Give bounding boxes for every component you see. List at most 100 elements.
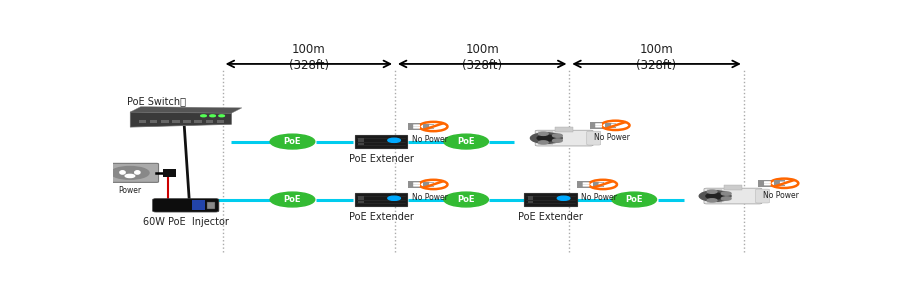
FancyBboxPatch shape xyxy=(759,180,777,187)
Polygon shape xyxy=(130,107,242,113)
FancyBboxPatch shape xyxy=(423,124,435,129)
Text: PoE Extender: PoE Extender xyxy=(348,212,413,222)
FancyBboxPatch shape xyxy=(587,131,601,145)
Text: 100m
(328ft): 100m (328ft) xyxy=(289,43,328,72)
FancyBboxPatch shape xyxy=(764,181,771,183)
Circle shape xyxy=(553,139,562,142)
Text: PoE: PoE xyxy=(284,195,302,204)
Circle shape xyxy=(530,133,562,143)
FancyBboxPatch shape xyxy=(611,125,616,127)
Circle shape xyxy=(125,174,135,178)
Text: 60W PoE  Injector: 60W PoE Injector xyxy=(143,217,229,227)
FancyBboxPatch shape xyxy=(413,124,420,126)
Text: PoE Switch：: PoE Switch： xyxy=(127,96,185,106)
Circle shape xyxy=(210,115,215,117)
FancyBboxPatch shape xyxy=(538,131,554,145)
FancyBboxPatch shape xyxy=(598,183,604,185)
Text: PoE: PoE xyxy=(284,137,302,146)
Circle shape xyxy=(589,180,617,189)
FancyBboxPatch shape xyxy=(724,185,742,190)
Circle shape xyxy=(770,178,798,188)
Circle shape xyxy=(538,132,548,135)
FancyBboxPatch shape xyxy=(764,183,771,185)
FancyBboxPatch shape xyxy=(706,189,722,203)
FancyBboxPatch shape xyxy=(528,196,534,197)
FancyBboxPatch shape xyxy=(358,140,364,142)
Circle shape xyxy=(219,115,224,117)
FancyBboxPatch shape xyxy=(164,169,176,177)
FancyBboxPatch shape xyxy=(355,193,407,206)
FancyBboxPatch shape xyxy=(408,181,426,188)
FancyBboxPatch shape xyxy=(582,182,590,185)
FancyBboxPatch shape xyxy=(598,184,604,186)
Text: PoE: PoE xyxy=(457,137,475,146)
FancyBboxPatch shape xyxy=(780,182,785,183)
FancyBboxPatch shape xyxy=(611,124,616,126)
FancyBboxPatch shape xyxy=(593,182,604,187)
Circle shape xyxy=(601,121,629,130)
FancyBboxPatch shape xyxy=(217,120,224,123)
FancyBboxPatch shape xyxy=(192,200,204,210)
FancyBboxPatch shape xyxy=(358,198,364,200)
Circle shape xyxy=(111,166,149,179)
Circle shape xyxy=(537,135,555,141)
Circle shape xyxy=(419,180,447,189)
Text: Power: Power xyxy=(119,186,141,195)
Text: No Power: No Power xyxy=(763,191,798,200)
FancyBboxPatch shape xyxy=(756,189,770,203)
FancyBboxPatch shape xyxy=(413,126,420,129)
FancyBboxPatch shape xyxy=(536,130,593,146)
FancyBboxPatch shape xyxy=(358,138,364,140)
FancyBboxPatch shape xyxy=(149,120,158,123)
Circle shape xyxy=(699,191,731,201)
Text: No Power: No Power xyxy=(581,193,617,202)
Text: PoE Extender: PoE Extender xyxy=(518,212,583,222)
FancyBboxPatch shape xyxy=(555,127,573,132)
Circle shape xyxy=(444,134,489,149)
Circle shape xyxy=(706,193,724,199)
FancyBboxPatch shape xyxy=(358,196,364,197)
Circle shape xyxy=(419,122,447,131)
FancyBboxPatch shape xyxy=(205,120,213,123)
FancyBboxPatch shape xyxy=(528,198,534,200)
FancyBboxPatch shape xyxy=(194,120,202,123)
FancyBboxPatch shape xyxy=(358,143,364,145)
Circle shape xyxy=(612,192,657,207)
FancyBboxPatch shape xyxy=(102,163,158,182)
Text: No Power: No Power xyxy=(412,135,448,144)
FancyBboxPatch shape xyxy=(423,182,435,187)
FancyBboxPatch shape xyxy=(355,135,407,148)
FancyBboxPatch shape xyxy=(207,202,215,209)
FancyBboxPatch shape xyxy=(429,184,434,186)
FancyBboxPatch shape xyxy=(413,182,420,185)
FancyBboxPatch shape xyxy=(429,183,434,185)
FancyBboxPatch shape xyxy=(590,122,608,129)
Circle shape xyxy=(721,192,731,195)
Text: No Power: No Power xyxy=(412,193,448,202)
FancyBboxPatch shape xyxy=(408,123,426,130)
Ellipse shape xyxy=(120,171,125,174)
Circle shape xyxy=(201,115,206,117)
FancyBboxPatch shape xyxy=(577,181,595,188)
Text: No Power: No Power xyxy=(594,133,630,142)
FancyBboxPatch shape xyxy=(774,181,786,186)
Circle shape xyxy=(270,134,315,149)
Ellipse shape xyxy=(135,171,140,174)
FancyBboxPatch shape xyxy=(582,185,590,187)
FancyBboxPatch shape xyxy=(139,120,147,123)
FancyBboxPatch shape xyxy=(413,185,420,187)
Circle shape xyxy=(444,192,489,207)
FancyBboxPatch shape xyxy=(429,125,434,127)
FancyBboxPatch shape xyxy=(153,199,219,212)
Text: PoE Extender: PoE Extender xyxy=(348,154,413,164)
FancyBboxPatch shape xyxy=(606,123,616,128)
Circle shape xyxy=(721,197,731,200)
Polygon shape xyxy=(130,112,231,127)
Circle shape xyxy=(270,192,315,207)
FancyBboxPatch shape xyxy=(184,120,191,123)
Ellipse shape xyxy=(388,196,400,200)
FancyBboxPatch shape xyxy=(429,126,434,128)
FancyBboxPatch shape xyxy=(528,201,534,203)
FancyBboxPatch shape xyxy=(595,125,602,128)
Text: PoE: PoE xyxy=(457,195,475,204)
